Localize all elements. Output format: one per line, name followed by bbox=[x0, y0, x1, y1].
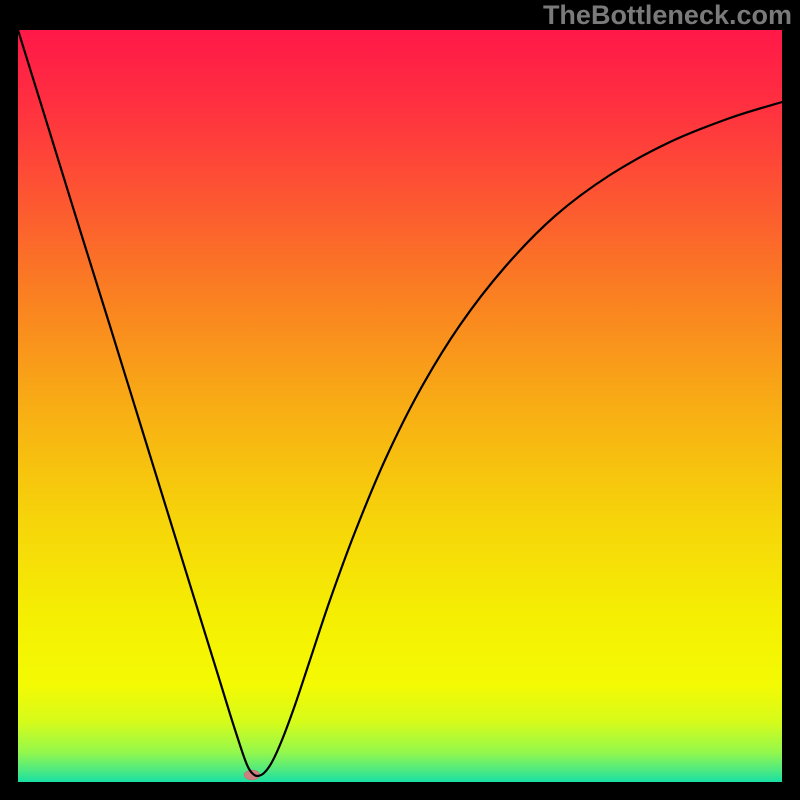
watermark-text: TheBottleneck.com bbox=[543, 0, 792, 31]
chart-svg bbox=[0, 0, 800, 800]
bottleneck-chart: TheBottleneck.com bbox=[0, 0, 800, 800]
